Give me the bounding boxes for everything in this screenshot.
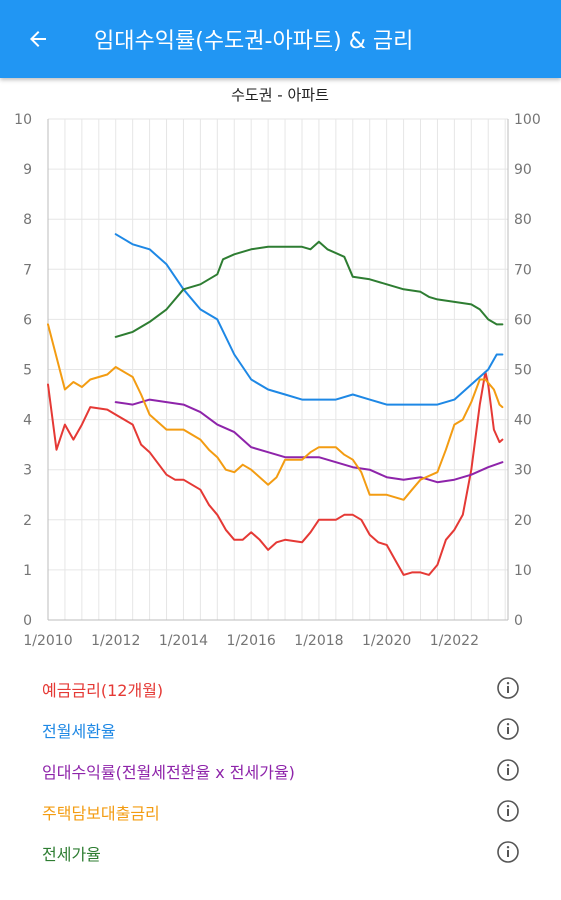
info-icon[interactable]: [496, 676, 520, 700]
y-left-tick-label: 6: [23, 312, 32, 328]
x-tick-label: 1/2010: [23, 633, 72, 649]
x-tick-label: 1/2020: [362, 633, 411, 649]
y-right-tick-label: 0: [514, 613, 523, 629]
chart-grid: [47, 118, 508, 621]
chart-series: [47, 233, 504, 576]
legend-label: 주택담보대출금리: [42, 803, 160, 823]
chart-title: 수도권 - 아파트: [231, 86, 329, 104]
x-tick-label: 1/2022: [430, 633, 479, 649]
y-left-tick-label: 0: [23, 613, 32, 629]
x-tick-label: 1/2018: [294, 633, 343, 649]
chart-area: 0 0 1 10 2 20 3 30 4 40 5 50 6 60 7 70 8 80 9 90 10 100 1/2010…: [0, 78, 561, 650]
y-right-tick-label: 10: [514, 563, 532, 579]
y-right-tick-label: 50: [514, 363, 532, 379]
y-left-tick-label: 7: [23, 262, 32, 278]
y-left-tick-label: 2: [23, 513, 32, 529]
series-line-3: [47, 323, 504, 501]
series-line-4: [114, 240, 504, 338]
x-tick-label: 1/2016: [227, 633, 276, 649]
legend-label: 전월세환율: [42, 721, 116, 741]
legend-item-conversion-rate: 전월세환율: [0, 709, 561, 750]
legend: 예금금리(12개월) 전월세환율 임대수익률(전월세전환율 x 전세가율) 주택…: [0, 668, 561, 873]
info-icon[interactable]: [496, 717, 520, 741]
y-left-tick-label: 5: [23, 363, 32, 379]
series-line-0: [47, 371, 504, 576]
info-icon[interactable]: [496, 799, 520, 823]
y-right-tick-label: 90: [514, 162, 532, 178]
back-button[interactable]: [18, 19, 58, 59]
y-left-tick-label: 8: [23, 212, 32, 228]
y-right-tick-label: 20: [514, 513, 532, 529]
legend-label: 임대수익률(전월세전환율 x 전세가율): [42, 762, 295, 782]
legend-label: 전세가율: [42, 844, 101, 864]
y-right-tick-label: 100: [514, 112, 541, 128]
y-right-tick-label: 40: [514, 413, 532, 429]
info-icon[interactable]: [496, 758, 520, 782]
arrow-left-icon: [30, 31, 46, 47]
page-title: 임대수익률(수도권-아파트) & 금리: [94, 29, 414, 54]
legend-item-jeonse-ratio: 전세가율: [0, 832, 561, 873]
y-right-tick-label: 70: [514, 262, 532, 278]
x-tick-label: 1/2012: [91, 633, 140, 649]
y-right-tick-label: 60: [514, 312, 532, 328]
y-left-tick-label: 3: [23, 463, 32, 479]
legend-item-mortgage-rate: 주택담보대출금리: [0, 791, 561, 832]
y-left-tick-label: 9: [23, 162, 32, 178]
y-left-tick-label: 4: [23, 413, 32, 429]
app-bar: 임대수익률(수도권-아파트) & 금리: [0, 0, 561, 78]
y-right-tick-label: 30: [514, 463, 532, 479]
chart-axes: 0 0 1 10 2 20 3 30 4 40 5 50 6 60 7 70 8 80 9 90 10 100 1/2010…: [14, 112, 541, 649]
info-icon[interactable]: [496, 840, 520, 864]
y-left-tick-label: 10: [14, 112, 32, 128]
x-tick-label: 1/2014: [159, 633, 208, 649]
legend-item-deposit-rate: 예금금리(12개월): [0, 668, 561, 709]
y-right-tick-label: 80: [514, 212, 532, 228]
line-chart: 0 0 1 10 2 20 3 30 4 40 5 50 6 60 7 70 8 80 9 90 10 100 1/2010…: [14, 86, 541, 649]
legend-label: 예금금리(12개월): [42, 680, 164, 700]
y-left-tick-label: 1: [23, 563, 32, 579]
series-line-2: [114, 398, 504, 484]
legend-item-rental-yield: 임대수익률(전월세전환율 x 전세가율): [0, 750, 561, 791]
